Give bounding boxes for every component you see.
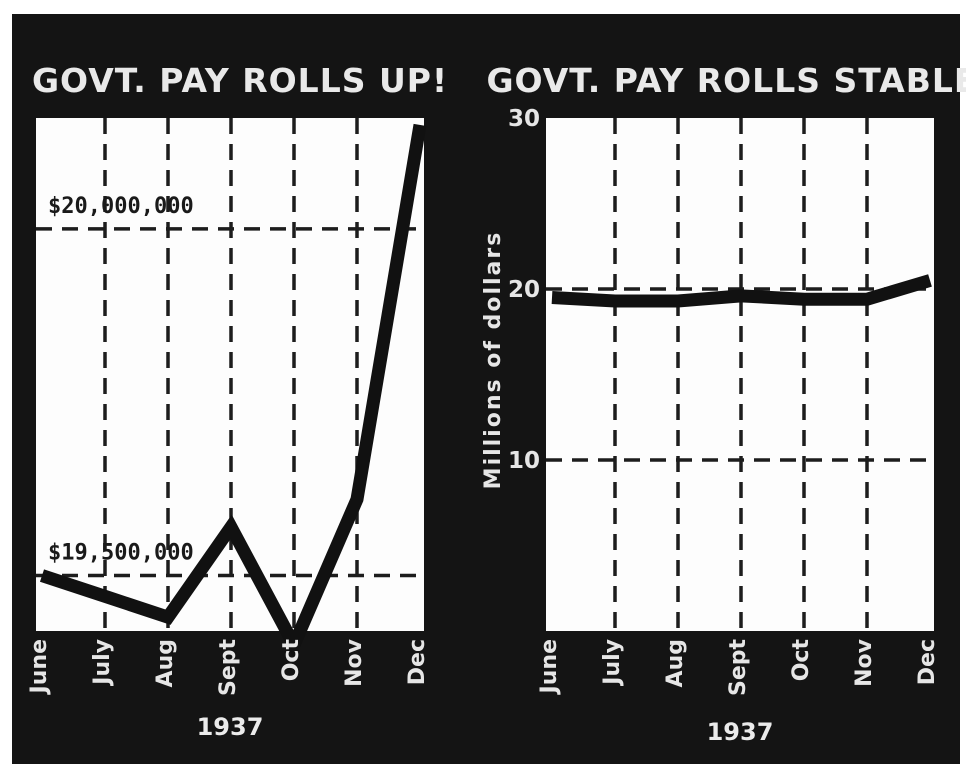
chart-right: GOVT. PAY ROLLS STABLE! 10 20 30 June July A… (481, 61, 966, 746)
chart-right-x-ticks: June July Aug Sept Oct Nov Dec (537, 638, 940, 696)
chart-left-x-tick-label: June (27, 639, 52, 695)
chart-right-x-tick-label: July (600, 639, 625, 687)
chart-right-x-tick-label: Sept (726, 639, 751, 697)
chart-right-title: GOVT. PAY ROLLS STABLE! (486, 61, 966, 100)
chart-left-grid (36, 118, 424, 631)
chart-left-title: GOVT. PAY ROLLS UP! (32, 61, 448, 100)
chart-right-series-line (551, 274, 932, 308)
chart-right-x-tick-label: Dec (915, 639, 940, 685)
chart-left-x-tick-label: Oct (279, 639, 304, 682)
chart-left-x-tick-label: Aug (153, 639, 178, 687)
chart-right-x-label: 1937 (707, 718, 774, 746)
chart-left-x-tick-label: Dec (405, 639, 430, 685)
chart-left-x-ticks: June July Aug Sept Oct Nov Dec (27, 638, 430, 696)
chart-left-series (39, 123, 427, 660)
chart-right-y-label: Millions of dollars (481, 231, 506, 490)
chart-left-x-label: 1937 (197, 713, 264, 741)
chart-right-series (551, 274, 932, 308)
chart-right-x-tick-label: Aug (663, 639, 688, 687)
chart-left-x-tick-label: Nov (342, 638, 367, 687)
chart-right-plot-area (546, 118, 934, 631)
chart-right-y-tick-label: 10 (508, 448, 540, 474)
chart-right-grid (546, 118, 934, 631)
chart-left-annotations: $20,000,000 $19,500,000 (48, 194, 194, 566)
chart-right-y-tick-label: 30 (508, 106, 540, 132)
chart-left-x-tick-label: July (90, 639, 115, 687)
chart-left-annotation: $19,500,000 (48, 541, 194, 566)
chart-right-x-tick-label: Nov (852, 638, 877, 687)
chart-left: GOVT. PAY ROLLS UP! $20,000,000 $19,500,0… (27, 61, 448, 741)
chart-left-x-tick-label: Sept (216, 639, 241, 697)
chart-right-y-ticks: 10 20 30 (508, 106, 540, 474)
chart-right-x-tick-label: June (537, 639, 562, 695)
chart-right-y-tick-label: 20 (508, 277, 540, 303)
chart-right-x-tick-label: Oct (789, 639, 814, 682)
chart-left-annotation: $20,000,000 (48, 194, 194, 219)
chart-left-series-line (39, 123, 427, 660)
